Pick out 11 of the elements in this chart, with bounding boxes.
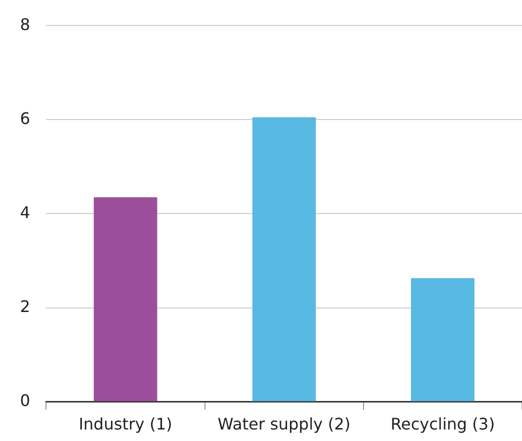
bar (410, 278, 474, 402)
bar (94, 197, 158, 402)
x-tick-label: Recycling (3) (390, 414, 495, 434)
y-tick-label: 0 (20, 390, 30, 410)
y-tick-label: 2 (20, 296, 30, 316)
x-tick-label: Water supply (2) (218, 414, 351, 434)
y-tick-label: 6 (20, 108, 30, 128)
y-tick-label: 4 (20, 202, 30, 222)
bar (252, 117, 316, 402)
x-tick-label: Industry (1) (78, 414, 172, 434)
y-tick-label: 8 (20, 14, 30, 34)
